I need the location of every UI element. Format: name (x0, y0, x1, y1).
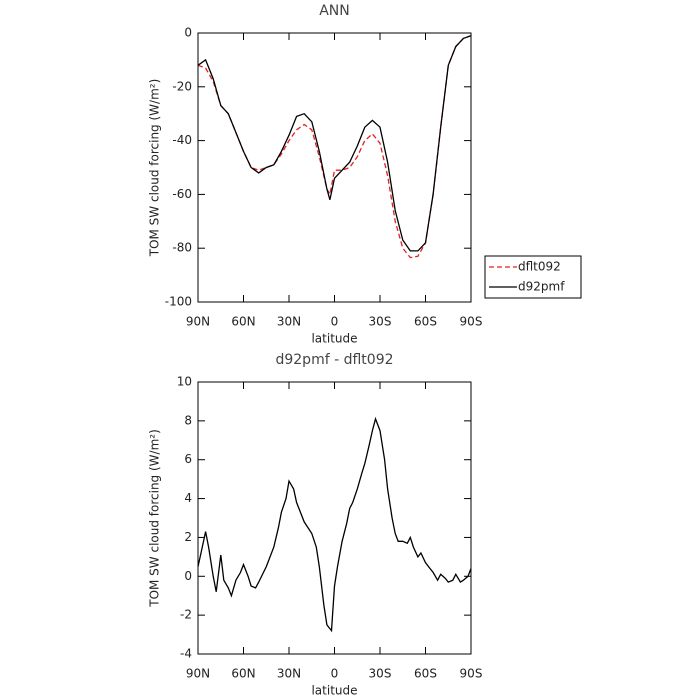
x-tick-label: 60S (414, 667, 437, 681)
y-tick-label: -4 (180, 647, 192, 661)
x-axis-label: latitude (311, 332, 357, 346)
x-tick-label: 30N (277, 667, 301, 681)
plot-frame (197, 381, 472, 655)
y-tick-label: 10 (177, 375, 192, 389)
y-tick-label: -80 (172, 241, 192, 255)
y-tick-label: -100 (165, 295, 192, 309)
y-tick-label: 8 (184, 413, 192, 427)
x-tick-label: 30N (277, 315, 301, 329)
y-axis-label: TOM SW cloud forcing (W/m²) (148, 429, 162, 608)
chart-title: ANN (319, 3, 350, 19)
x-tick-label: 60N (231, 315, 255, 329)
y-tick-label: -20 (172, 79, 192, 93)
y-axis-label: TOM SW cloud forcing (W/m²) (148, 79, 162, 258)
y-tick-label: 0 (184, 569, 192, 583)
plot-frame (197, 32, 472, 303)
y-tick-label: 0 (184, 26, 192, 40)
x-tick-label: 30S (369, 315, 392, 329)
x-axis-label: latitude (311, 684, 357, 698)
x-tick-label: 0 (331, 667, 339, 681)
x-tick-label: 0 (331, 315, 339, 329)
y-tick-label: -2 (180, 608, 192, 622)
y-tick-label: -40 (172, 133, 192, 147)
legend-label: dflt092 (518, 260, 561, 274)
x-tick-label: 30S (369, 667, 392, 681)
data-line (197, 35, 472, 259)
legend: dflt092 d92pmf (484, 255, 582, 299)
y-tick-label: 4 (184, 491, 192, 505)
y-tick-label: 2 (184, 530, 192, 544)
legend-box (484, 255, 582, 299)
y-tick-label: 6 (184, 452, 192, 466)
data-line (197, 416, 472, 633)
x-tick-label: 60N (231, 667, 255, 681)
x-tick-label: 90S (460, 315, 483, 329)
x-tick-label: 90S (460, 667, 483, 681)
chart-title: d92pmf - dflt092 (275, 352, 393, 368)
data-line (197, 35, 472, 252)
x-tick-label: 60S (414, 315, 437, 329)
y-tick-label: -60 (172, 187, 192, 201)
x-tick-label: 90N (186, 315, 210, 329)
x-tick-label: 90N (186, 667, 210, 681)
legend-label: d92pmf (518, 280, 565, 294)
